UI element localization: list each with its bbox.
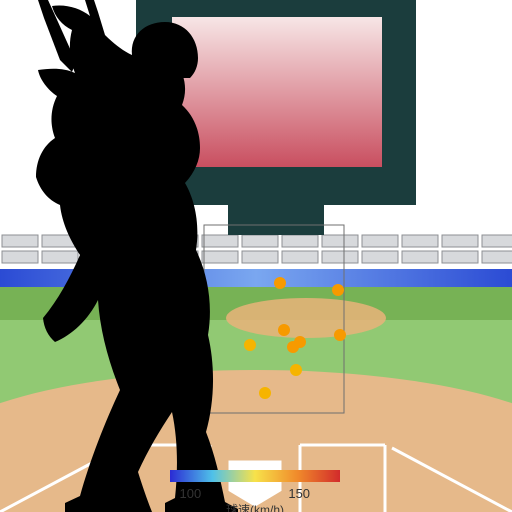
stand-seat [482,235,512,247]
pitch-point [244,339,256,351]
pitch-location-chart: 100 150 球速(km/h) [0,0,512,512]
pitch-point [278,324,290,336]
stand-seat [2,235,38,247]
stand-seat [362,251,398,263]
pitch-point [274,277,286,289]
stand-seat [322,235,358,247]
stand-seat [242,235,278,247]
stand-seat [402,251,438,263]
legend-bar [170,470,340,482]
pitchers-mound [226,298,386,338]
stand-seat [442,235,478,247]
chart-svg: 100 150 球速(km/h) [0,0,512,512]
scoreboard-screen [172,17,382,167]
pitch-point [332,284,344,296]
legend-tick: 100 [180,486,202,501]
stand-seat [482,251,512,263]
stand-seat [2,251,38,263]
pitch-point [334,329,346,341]
stand-seat [202,251,238,263]
stand-seat [322,251,358,263]
stand-seat [42,251,78,263]
legend-tick: 150 [288,486,310,501]
pitch-point [259,387,271,399]
stand-seat [242,251,278,263]
stand-seat [282,235,318,247]
stand-seat [402,235,438,247]
stand-seat [442,251,478,263]
scoreboard-pillar [228,205,324,235]
pitch-point [294,336,306,348]
stand-seat [282,251,318,263]
legend-label: 球速(km/h) [226,503,284,512]
stand-seat [202,235,238,247]
pitch-point [290,364,302,376]
stand-seat [362,235,398,247]
